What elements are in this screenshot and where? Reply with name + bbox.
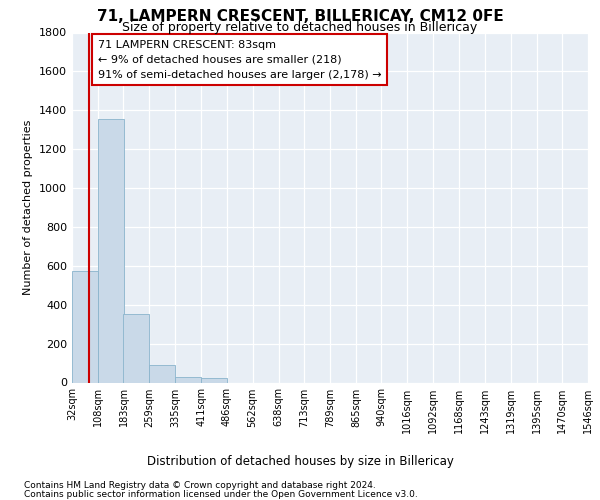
Text: Contains public sector information licensed under the Open Government Licence v3: Contains public sector information licen… <box>24 490 418 499</box>
Text: 71, LAMPERN CRESCENT, BILLERICAY, CM12 0FE: 71, LAMPERN CRESCENT, BILLERICAY, CM12 0… <box>97 9 503 24</box>
Bar <box>98 119 124 382</box>
Text: Size of property relative to detached houses in Billericay: Size of property relative to detached ho… <box>122 21 478 34</box>
Bar <box>201 378 227 382</box>
Bar <box>124 314 149 382</box>
Text: Contains HM Land Registry data © Crown copyright and database right 2024.: Contains HM Land Registry data © Crown c… <box>24 481 376 490</box>
Bar <box>149 365 175 382</box>
Y-axis label: Number of detached properties: Number of detached properties <box>23 120 34 295</box>
Text: 71 LAMPERN CRESCENT: 83sqm
← 9% of detached houses are smaller (218)
91% of semi: 71 LAMPERN CRESCENT: 83sqm ← 9% of detac… <box>98 40 382 80</box>
Bar <box>175 376 201 382</box>
Text: Distribution of detached houses by size in Billericay: Distribution of detached houses by size … <box>146 455 454 468</box>
Bar <box>72 270 98 382</box>
